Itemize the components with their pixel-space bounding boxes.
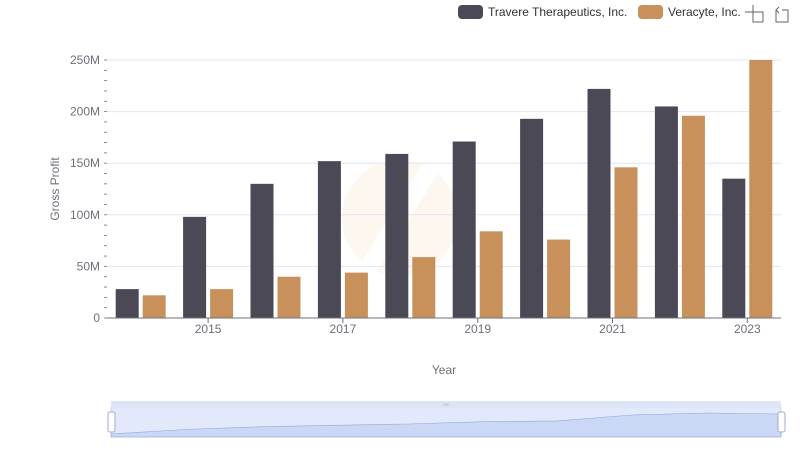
restore-icon[interactable] (775, 6, 789, 23)
x-tick-label: 2021 (599, 322, 626, 336)
bar-2014-0[interactable] (115, 289, 139, 318)
bar-2022-0[interactable] (654, 106, 678, 318)
y-tick-label: 0 (93, 311, 100, 325)
bar-2023-1[interactable] (749, 60, 773, 318)
data-zoom-handle-left[interactable] (107, 411, 116, 433)
x-tick-label: 2019 (464, 322, 491, 336)
zoom-select-icon[interactable] (745, 5, 764, 23)
bar-2017-1[interactable] (344, 272, 368, 318)
legend-label: Travere Therapeutics, Inc. (488, 5, 627, 19)
data-zoom-handle-right[interactable] (777, 411, 786, 433)
x-tick-label: 2017 (330, 322, 357, 336)
bar-2018-0[interactable] (385, 153, 409, 318)
y-tick-label: 200M (70, 105, 100, 119)
y-axis: 0 50M 100M 150M 200M 250M (70, 53, 107, 325)
bar-2016-1[interactable] (277, 276, 301, 318)
bar-2020-0[interactable] (520, 118, 544, 318)
bar-2019-1[interactable] (479, 231, 503, 318)
legend-swatch (638, 5, 663, 19)
y-tick-label: 250M (70, 53, 100, 67)
x-axis-title: Year (432, 363, 456, 377)
bar-2021-1[interactable] (614, 167, 638, 318)
data-zoom-slider[interactable] (107, 401, 786, 438)
bars (115, 60, 773, 318)
legend: Travere Therapeutics, Inc. Veracyte, Inc. (458, 5, 741, 19)
legend-item-1[interactable]: Veracyte, Inc. (638, 5, 741, 19)
bar-2017-0[interactable] (317, 161, 341, 318)
bar-2015-0[interactable] (183, 216, 207, 318)
bar-2020-1[interactable] (547, 239, 571, 318)
y-axis-title: Gross Profit (48, 157, 62, 221)
grip-icon (443, 403, 449, 406)
bar-2021-0[interactable] (587, 88, 611, 318)
bar-2014-1[interactable] (142, 295, 166, 318)
bar-2018-1[interactable] (412, 257, 436, 318)
x-tick-label: 2023 (734, 322, 761, 336)
bar-2022-1[interactable] (681, 115, 705, 318)
bar-2019-0[interactable] (452, 141, 476, 318)
bar-2016-0[interactable] (250, 183, 274, 318)
legend-item-0[interactable]: Travere Therapeutics, Inc. (458, 5, 627, 19)
bar-2015-1[interactable] (210, 289, 234, 318)
y-tick-label: 100M (70, 208, 100, 222)
y-tick-label: 150M (70, 156, 100, 170)
legend-label: Veracyte, Inc. (668, 5, 741, 19)
bar-2023-0[interactable] (722, 178, 746, 318)
x-axis: 2015 2017 2019 2021 2023 (107, 317, 781, 336)
legend-swatch (458, 5, 483, 19)
y-tick-label: 50M (77, 259, 100, 273)
x-tick-label: 2015 (195, 322, 222, 336)
